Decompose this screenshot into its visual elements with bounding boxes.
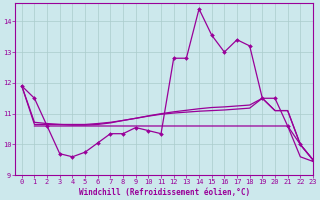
- X-axis label: Windchill (Refroidissement éolien,°C): Windchill (Refroidissement éolien,°C): [79, 188, 250, 197]
